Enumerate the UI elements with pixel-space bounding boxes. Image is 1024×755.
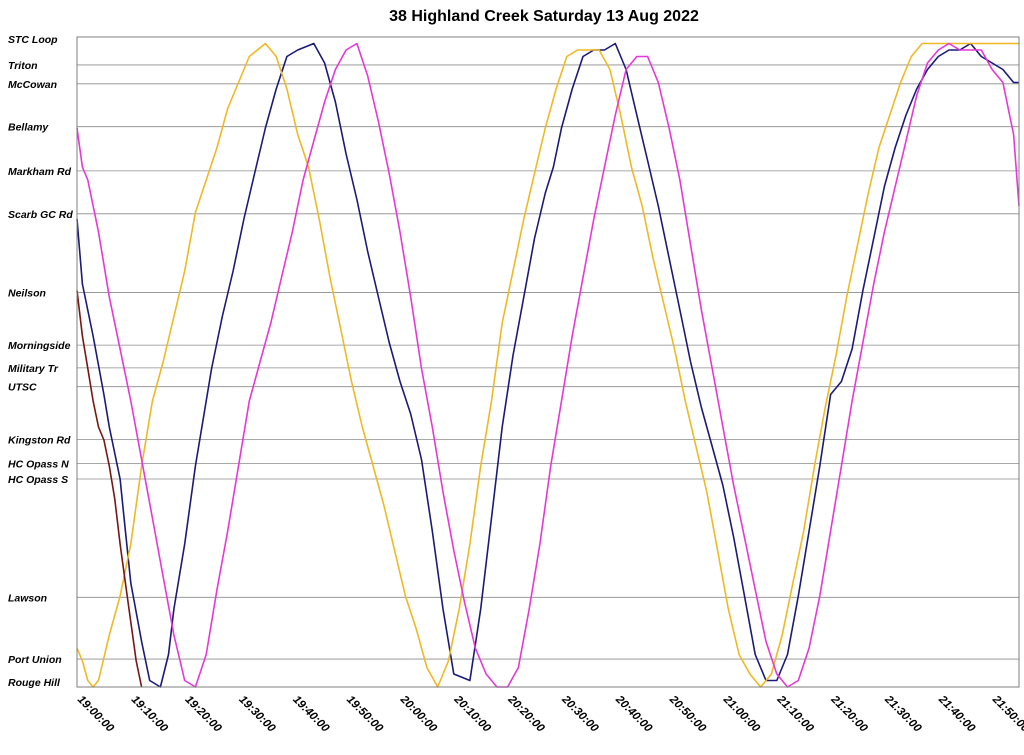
x-tick-label: 21:10:00: [774, 693, 816, 735]
series-line-1: [76, 42, 1019, 688]
x-tick-label: 19:50:00: [344, 694, 385, 735]
plot-frame: [76, 36, 1020, 688]
stop-label: Military Tr: [8, 363, 59, 375]
x-tick-label: 20:20:00: [505, 693, 547, 735]
stop-label: HC Opass N: [8, 458, 69, 470]
x-tick-label: 20:40:00: [612, 693, 654, 735]
stop-label: Morningside: [8, 340, 71, 352]
stop-gridlines: [77, 36, 1019, 688]
chart-title: 38 Highland Creek Saturday 13 Aug 2022: [389, 8, 699, 25]
stop-labels: STC Loop Triton McCowan Bellamy Markham Rd Sc…: [8, 34, 73, 689]
x-tick-label: 19:30:00: [236, 694, 277, 735]
stop-label: UTSC: [8, 382, 37, 394]
stop-label: Bellamy: [8, 122, 49, 134]
time-axis-labels: 19:00:00 19:10:00 19:20:00 19:30:00 19:40:00…: [75, 693, 1024, 735]
stop-label: HC Opass S: [8, 474, 68, 486]
x-tick-label: 19:10:00: [129, 694, 170, 735]
series-line-3: [76, 42, 1020, 688]
stop-label: McCowan: [8, 79, 57, 91]
stop-label: Kingston Rd: [8, 434, 71, 446]
x-tick-label: 21:30:00: [882, 693, 924, 735]
stop-label: Rouge Hill: [8, 677, 61, 689]
stop-label: Neilson: [8, 287, 46, 299]
x-tick-label: 19:00:00: [75, 694, 116, 735]
stop-label: Scarb GC Rd: [8, 209, 73, 221]
x-tick-label: 20:50:00: [666, 693, 708, 735]
bus-trip-series: [76, 42, 1020, 688]
x-tick-label: 20:00:00: [397, 693, 439, 735]
stop-label: Markham Rd: [8, 166, 72, 178]
x-tick-label: 21:20:00: [828, 693, 870, 735]
x-tick-label: 19:20:00: [183, 694, 224, 735]
series-line-4: [76, 290, 143, 688]
stop-label: Port Union: [8, 654, 62, 666]
x-tick-label: 20:30:00: [559, 693, 601, 735]
x-tick-label: 20:10:00: [451, 693, 493, 735]
stop-label: STC Loop: [8, 34, 58, 46]
x-tick-label: 21:40:00: [935, 693, 977, 735]
stop-label: Triton: [8, 60, 38, 72]
x-tick-label: 21:00:00: [720, 693, 762, 735]
series-line-2: [76, 42, 1019, 688]
x-tick-label: 21:50:00: [989, 693, 1024, 735]
stop-label: Lawson: [8, 592, 47, 604]
x-tick-label: 19:40:00: [290, 694, 331, 735]
